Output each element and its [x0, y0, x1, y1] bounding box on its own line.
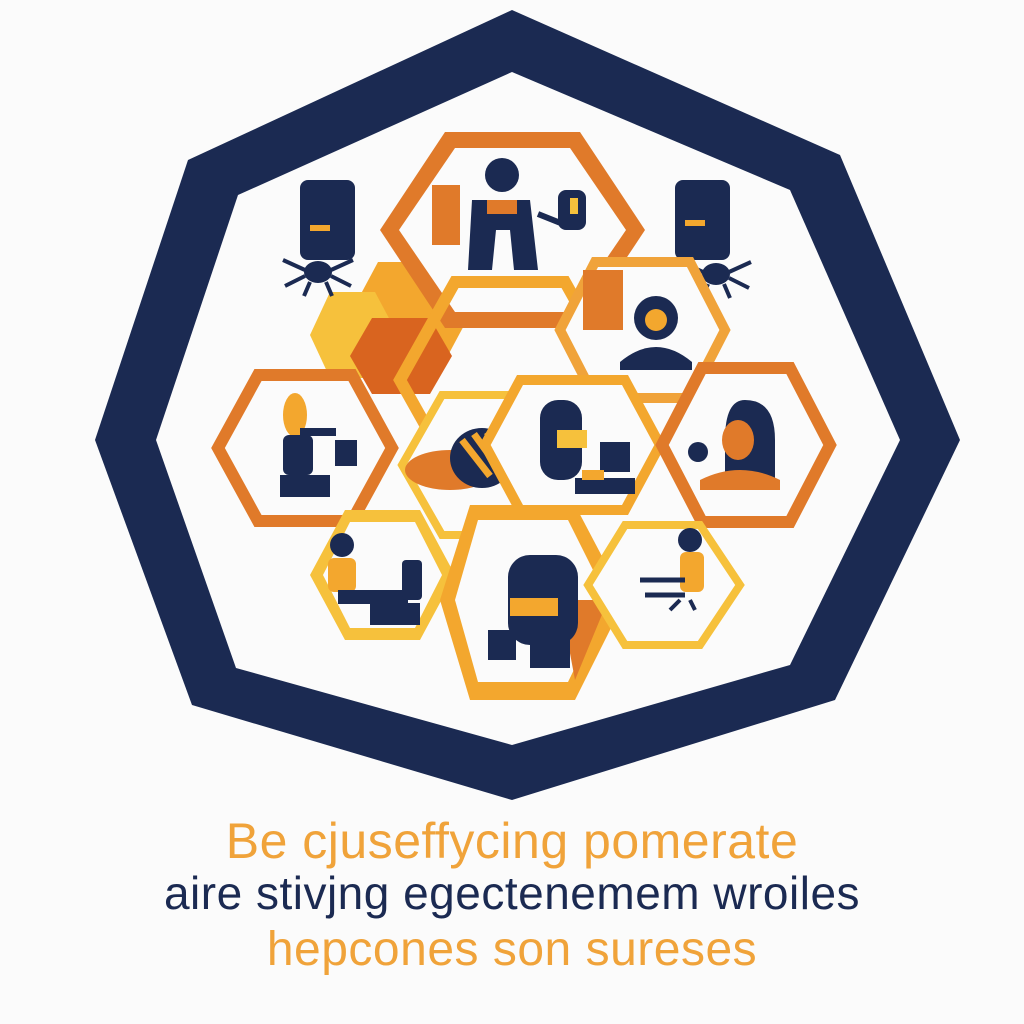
- hex-lower-center: [440, 505, 625, 700]
- seated-figure-icon: [688, 400, 780, 490]
- person-with-tool-icon: [488, 555, 578, 668]
- person-at-desk-icon: [432, 158, 586, 270]
- caption-line-3: hepcones son sureses: [266, 923, 758, 976]
- honeycomb-emblem: [95, 10, 960, 800]
- hex-top: [380, 132, 645, 328]
- caption-line-1: Be cjuseffycing pomerate: [225, 813, 799, 869]
- hex-upper-right: [554, 257, 731, 403]
- hex-center-right: [479, 375, 666, 515]
- person-reading-icon: [280, 393, 357, 497]
- server-tower-icon: [300, 180, 730, 260]
- person-with-tool-icon-2: [640, 528, 704, 612]
- hex-left: [211, 369, 399, 527]
- hex-lower-right: [583, 521, 745, 649]
- worker-at-machine-icon: [540, 400, 635, 494]
- hex-right: [655, 362, 837, 528]
- hex-lower-left: [310, 510, 455, 640]
- person-portrait-icon: [620, 296, 692, 370]
- caption-line-2: aire stivjng egectenemem wroiles: [163, 867, 861, 919]
- person-at-workbench-icon: [328, 533, 422, 625]
